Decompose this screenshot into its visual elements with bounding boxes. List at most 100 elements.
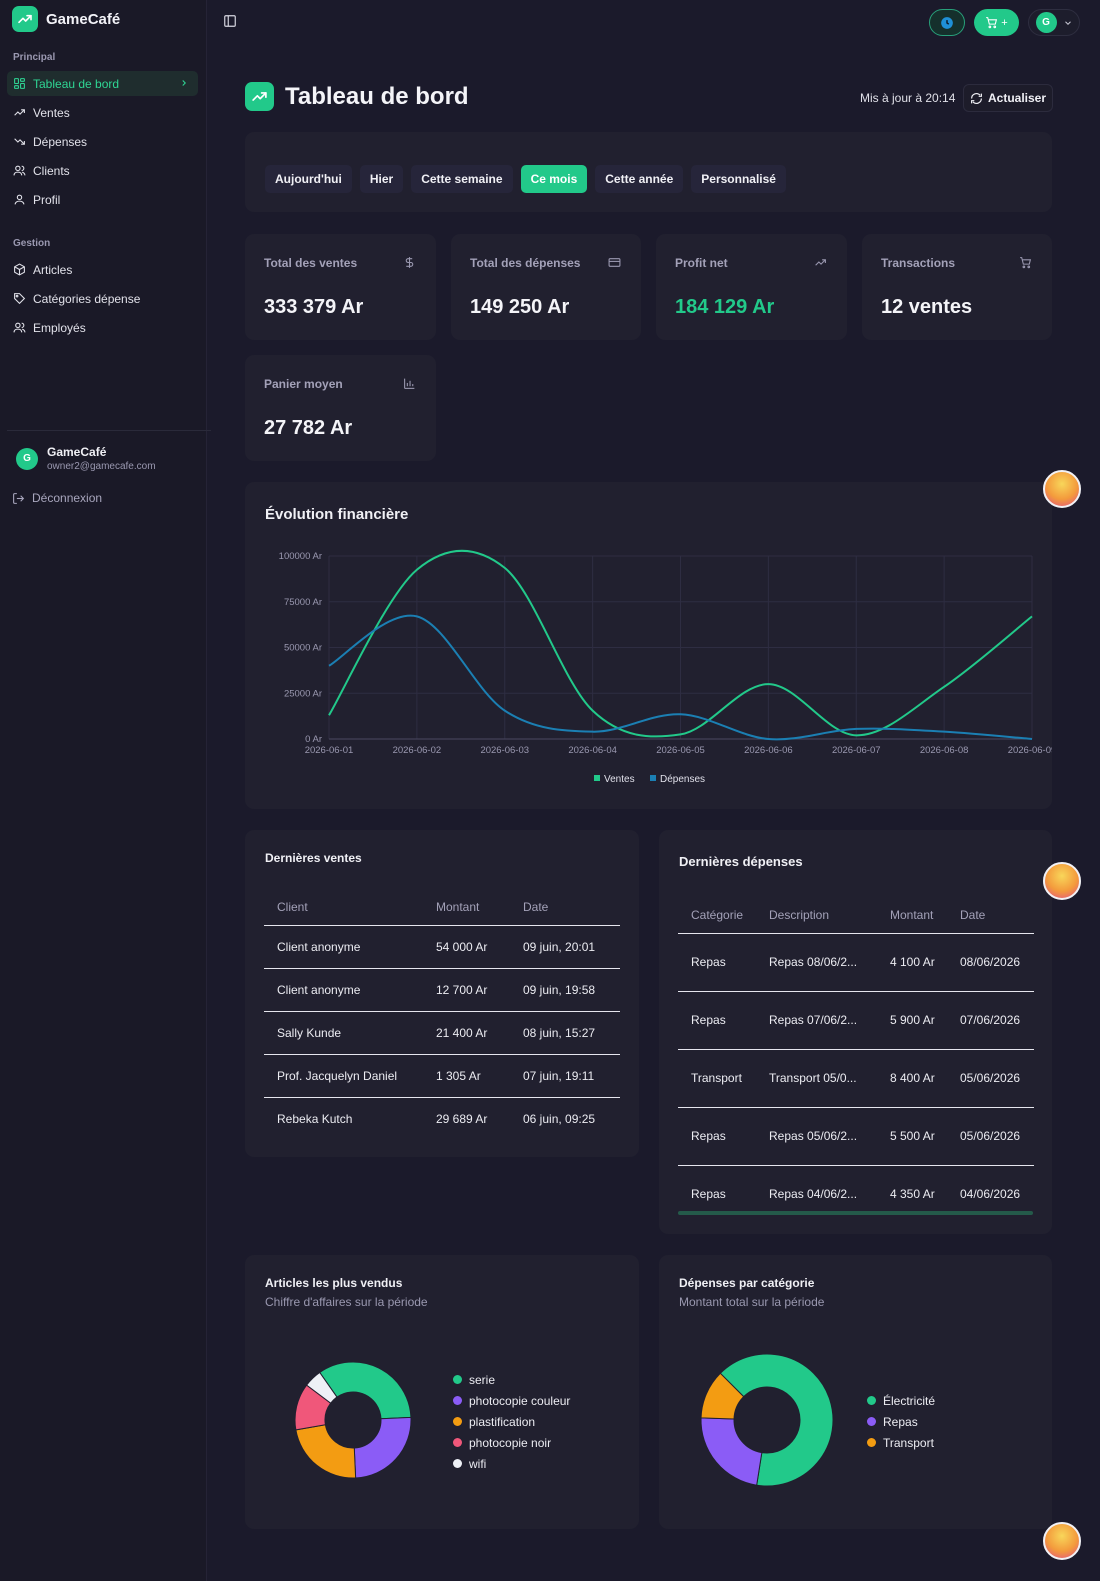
stat-card-panier-moyen: Panier moyen 27 782 Ar <box>245 355 436 461</box>
donut-slice[interactable] <box>700 1372 745 1420</box>
stat-value: 12 ventes <box>881 296 973 318</box>
table-row[interactable]: Sally Kunde 21 400 Ar 08 juin, 15:27 <box>264 1011 620 1054</box>
floating-avatar[interactable] <box>1043 1522 1081 1560</box>
x-tick-label: 2026-06-02 <box>393 745 442 756</box>
table-row[interactable]: Repas Repas 05/06/2... 5 500 Ar 05/06/2026 <box>678 1107 1034 1165</box>
refresh-button[interactable]: Actualiser <box>963 84 1053 112</box>
legend-item[interactable]: Électricité <box>867 1390 935 1411</box>
cart-icon <box>986 17 998 29</box>
table-row[interactable]: Repas Repas 08/06/2... 4 100 Ar 08/06/2026 <box>678 933 1034 991</box>
tab-ce-mois[interactable]: Ce mois <box>520 165 588 193</box>
x-tick-label: 2026-06-03 <box>480 745 529 756</box>
legend-item[interactable]: Repas <box>867 1411 935 1432</box>
legend-swatch <box>867 1417 876 1426</box>
legend-label[interactable]: Ventes <box>604 774 635 785</box>
stat-label: Transactions <box>881 256 956 270</box>
nav-gestion: Articles Catégories dépense Employés <box>7 257 198 344</box>
table-cell: 1 305 Ar <box>436 1068 481 1083</box>
clock-icon <box>941 16 953 29</box>
donut-slice[interactable] <box>305 1371 338 1404</box>
new-sale-button[interactable]: + <box>974 9 1019 36</box>
table-row[interactable]: Prof. Jacquelyn Daniel 1 305 Ar 07 juin, 1… <box>264 1054 620 1097</box>
donut-slice[interactable] <box>319 1361 412 1420</box>
floating-avatar[interactable] <box>1043 862 1081 900</box>
table-cell: Repas <box>691 1013 726 1027</box>
sidebar-item-employes[interactable]: Employés <box>7 315 198 340</box>
tab-cette-annee[interactable]: Cette année <box>595 165 684 193</box>
clock-button[interactable] <box>929 9 965 36</box>
table-row[interactable]: Client anonyme 12 700 Ar 09 juin, 19:58 <box>264 968 620 1011</box>
sidebar-item-articles[interactable]: Articles <box>7 257 198 282</box>
donut-slice[interactable] <box>353 1416 412 1479</box>
sidebar-item-depenses[interactable]: Dépenses <box>7 129 198 154</box>
last-updated: Mis à jour à 20:14 <box>860 91 956 105</box>
legend-swatch <box>650 775 656 781</box>
sidebar-profile[interactable]: G GameCafé owner2@gamecafe.com <box>16 445 156 472</box>
series-line-1[interactable] <box>328 614 1033 741</box>
table-cell: Transport <box>691 1071 742 1085</box>
donut-slice[interactable] <box>719 1353 834 1487</box>
table-cell: 04/06/2026 <box>960 1187 1021 1202</box>
sidebar-item-categories-depense[interactable]: Catégories dépense <box>7 286 198 311</box>
legend-item[interactable]: serie <box>453 1369 570 1390</box>
legend-item[interactable]: Transport <box>867 1432 935 1453</box>
col-montant: Montant <box>436 900 480 915</box>
legend-swatch <box>867 1396 876 1405</box>
recent-sales-title: Dernières ventes <box>265 851 362 865</box>
trend-up-icon <box>815 259 826 266</box>
donut-slice[interactable] <box>295 1424 357 1479</box>
col-montant: Montant <box>890 908 934 923</box>
col-date: Date <box>960 908 986 923</box>
line-chart: 0 Ar 25000 Ar 50000 Ar 75000 Ar 100000 Ar 20… <box>279 549 1052 785</box>
table-cell: Transport 05/0... <box>769 1071 857 1085</box>
table-cell: Client anonyme <box>277 939 361 954</box>
tab-aujourdhui[interactable]: Aujourd'hui <box>265 165 352 193</box>
horizontal-scrollbar[interactable] <box>678 1211 1033 1215</box>
legend-item[interactable]: wifi <box>453 1453 570 1474</box>
toggle-sidebar-button[interactable] <box>223 14 237 28</box>
table-row[interactable]: Client anonyme 54 000 Ar 09 juin, 20:01 <box>264 925 620 968</box>
legend-label[interactable]: Dépenses <box>660 774 705 785</box>
recent-sales-table: Client Montant Date Client anonyme 54 000… <box>264 890 620 1140</box>
series-line-0[interactable] <box>328 549 1033 738</box>
stat-label: Panier moyen <box>264 377 343 391</box>
table-cell: 5 900 Ar <box>890 1012 935 1027</box>
chart-card-evolution: Évolution financière 0 Ar 25000 Ar 50000 A… <box>245 482 1052 809</box>
table-cell: Repas 07/06/2... <box>769 1013 858 1027</box>
table-row[interactable]: Repas Repas 07/06/2... 5 900 Ar 07/06/2026 <box>678 991 1034 1049</box>
table-row[interactable]: Transport Transport 05/0... 8 400 Ar 05/06/… <box>678 1049 1034 1107</box>
legend-item[interactable]: plastification <box>453 1411 570 1432</box>
legend-item[interactable]: photocopie noir <box>453 1432 570 1453</box>
legend-item[interactable]: photocopie couleur <box>453 1390 570 1411</box>
table-cell: Repas 04/06/2... <box>769 1187 858 1202</box>
logout-button[interactable]: Déconnexion <box>12 491 102 505</box>
table-row[interactable]: Rebeka Kutch 29 689 Ar 06 juin, 09:25 <box>264 1097 620 1140</box>
y-tick-label: 0 Ar <box>305 734 322 745</box>
sidebar-item-clients[interactable]: Clients <box>7 158 198 183</box>
chart-title: Évolution financière <box>265 506 409 523</box>
sidebar-item-ventes[interactable]: Ventes <box>7 100 198 125</box>
sidebar-item-label: Dépenses <box>33 134 88 149</box>
brand[interactable]: GameCafé <box>12 6 120 32</box>
sidebar-item-dashboard[interactable]: Tableau de bord <box>7 71 198 96</box>
table-cell: 07 juin, 19:11 <box>523 1068 595 1083</box>
tab-cette-semaine[interactable]: Cette semaine <box>411 165 513 193</box>
tab-hier[interactable]: Hier <box>359 165 404 193</box>
table-cell: 12 700 Ar <box>436 982 488 997</box>
recent-expenses-table: Catégorie Description Montant Date Repas… <box>678 898 1034 1223</box>
expenses-category-title: Dépenses par catégorie <box>679 1276 815 1290</box>
profile-name: GameCafé <box>47 445 107 459</box>
table-row[interactable]: Repas Repas 04/06/2... 4 350 Ar 04/06/2026 <box>678 1165 1034 1223</box>
sidebar-item-profil[interactable]: Profil <box>7 187 198 212</box>
col-client: Client <box>277 900 308 915</box>
expenses-category-card: Dépenses par catégorie Montant total sur… <box>659 1255 1052 1529</box>
users-icon <box>13 165 26 176</box>
user-menu-button[interactable]: G <box>1028 9 1080 36</box>
donut-slice[interactable] <box>700 1417 763 1486</box>
col-description: Description <box>769 908 830 923</box>
top-articles-card: Articles les plus vendus Chiffre d'affai… <box>245 1255 639 1529</box>
floating-avatar[interactable] <box>1043 470 1081 508</box>
table-cell: 08/06/2026 <box>960 955 1021 969</box>
x-tick-label: 2026-06-07 <box>832 745 881 756</box>
tab-personnalise[interactable]: Personnalisé <box>691 165 786 193</box>
